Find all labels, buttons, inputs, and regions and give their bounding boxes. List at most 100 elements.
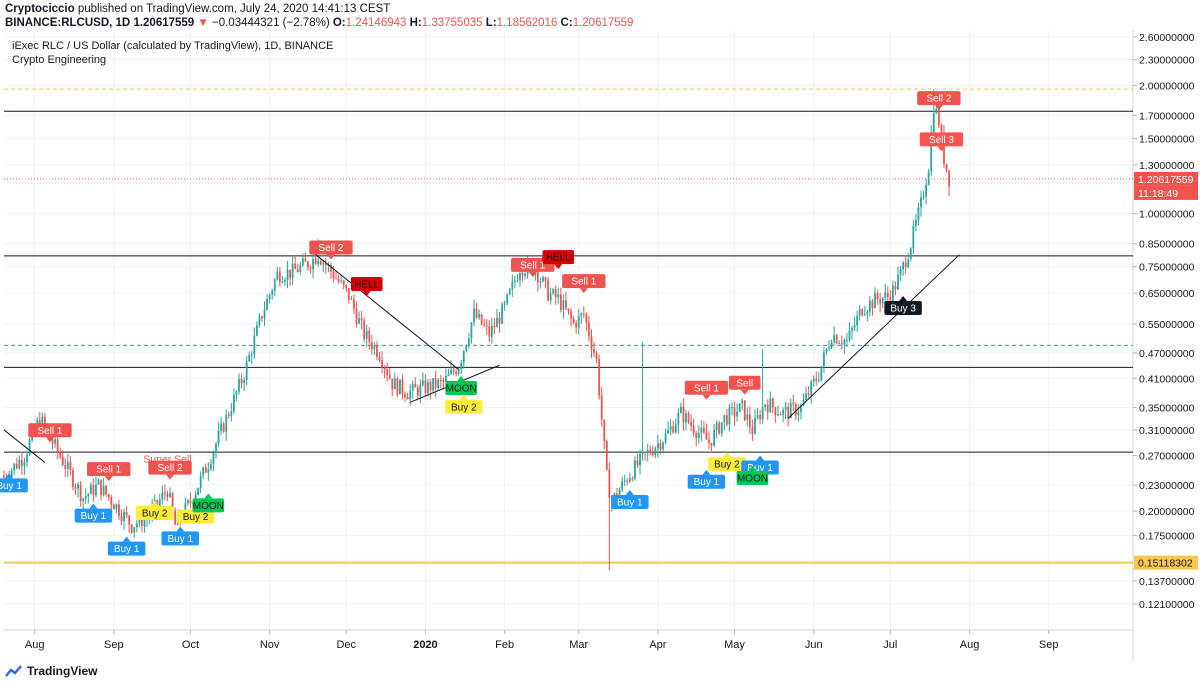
candle bbox=[105, 485, 108, 497]
candle-body bbox=[419, 384, 422, 396]
candle-body bbox=[646, 450, 649, 453]
signal-label-buy[interactable]: Buy 1 bbox=[687, 469, 726, 489]
signal-label-moon[interactable]: MOON bbox=[445, 376, 478, 396]
candle bbox=[383, 365, 386, 379]
candle bbox=[161, 485, 164, 505]
candle-body bbox=[562, 300, 565, 310]
candle bbox=[411, 380, 414, 399]
signal-box bbox=[684, 380, 729, 395]
candle bbox=[521, 271, 524, 282]
signal-label-sell[interactable]: Sell 1 bbox=[684, 380, 729, 400]
signal-label-sell[interactable]: Sell bbox=[728, 375, 761, 395]
candle-body bbox=[217, 430, 220, 444]
candle-body bbox=[846, 340, 848, 342]
candle bbox=[513, 276, 516, 289]
signal-label-buy[interactable]: Buy 1 bbox=[161, 526, 199, 546]
candle-body bbox=[161, 492, 164, 500]
candle-body bbox=[222, 423, 225, 432]
signal-label-moon[interactable]: MOON bbox=[192, 493, 225, 513]
candle bbox=[488, 320, 491, 343]
signal-label-moon[interactable]: MOON bbox=[736, 466, 769, 486]
signal-text: HELL bbox=[546, 253, 571, 264]
candle-body bbox=[84, 496, 87, 499]
candle-body bbox=[524, 273, 526, 276]
candle-body bbox=[759, 414, 761, 420]
candle bbox=[345, 284, 348, 292]
candle bbox=[340, 274, 343, 284]
candle bbox=[549, 287, 552, 305]
candle-body bbox=[856, 315, 859, 326]
candle-body bbox=[687, 413, 690, 423]
signal-label-buy[interactable]: Buy 1 bbox=[0, 473, 28, 493]
signal-text: Buy 1 bbox=[0, 481, 22, 492]
signal-label-sell[interactable]: Sell 1 bbox=[87, 462, 131, 482]
price-tick-label: 0.31000000 bbox=[1139, 425, 1195, 437]
signal-text: Buy 1 bbox=[81, 511, 107, 522]
signal-label-buy3[interactable]: Buy 3 bbox=[884, 296, 922, 316]
author-name[interactable]: Cryptociccio bbox=[5, 3, 75, 15]
signal-label-sell[interactable]: Sell 2 bbox=[917, 91, 961, 111]
candle bbox=[764, 403, 767, 411]
signal-label-sell[interactable]: Sell 1 bbox=[562, 274, 606, 294]
signal-label-buy[interactable]: Buy 1 bbox=[74, 503, 113, 523]
candle bbox=[268, 293, 271, 304]
candle bbox=[687, 411, 690, 425]
candle-body bbox=[725, 415, 728, 425]
price-tick-label: 1.70000000 bbox=[1139, 110, 1195, 122]
candle bbox=[123, 508, 125, 530]
candle bbox=[493, 317, 496, 335]
price-chart[interactable]: iExec RLC / US Dollar (calculated by Tra… bbox=[0, 30, 1200, 660]
signal-label-buy2[interactable]: Buy 2 bbox=[708, 452, 746, 472]
signal-label-sell[interactable]: Sell 2 bbox=[309, 240, 353, 260]
signal-label-buy2[interactable]: Buy 2 bbox=[135, 501, 174, 521]
tradingview-logo[interactable]: TradingView bbox=[5, 664, 97, 678]
signal-label-buy[interactable]: Buy 1 bbox=[107, 536, 146, 556]
candle-body bbox=[557, 294, 560, 298]
candle-body bbox=[447, 373, 450, 376]
candle bbox=[227, 411, 230, 419]
signal-label-buy2[interactable]: Buy 2 bbox=[445, 394, 483, 414]
signal-label-hell[interactable]: HELL bbox=[350, 277, 383, 297]
price-tick-label: 1.50000000 bbox=[1139, 134, 1195, 146]
signal-box bbox=[687, 474, 726, 489]
signal-label-sell[interactable]: Sell 1 bbox=[28, 423, 72, 443]
signal-text: Sell bbox=[736, 378, 753, 389]
candle-body bbox=[41, 416, 44, 426]
candle-body bbox=[800, 405, 802, 413]
candle-body bbox=[761, 407, 764, 420]
candle bbox=[470, 321, 473, 344]
signal-box bbox=[148, 460, 192, 475]
candle-body bbox=[427, 381, 429, 394]
price-tick-label: 0.17500000 bbox=[1139, 531, 1195, 543]
signal-label-buy[interactable]: Buy 1 bbox=[611, 489, 649, 509]
signal-label-sell[interactable]: Sell 2 bbox=[148, 460, 192, 480]
candle-body bbox=[700, 427, 703, 433]
candle bbox=[503, 300, 506, 311]
candle bbox=[485, 318, 488, 335]
candle-body bbox=[74, 487, 77, 489]
candle-body bbox=[927, 171, 930, 185]
candle bbox=[672, 420, 675, 434]
candle-body bbox=[370, 342, 373, 350]
candle-body bbox=[631, 478, 634, 480]
candle-body bbox=[825, 348, 828, 353]
candle bbox=[846, 333, 848, 347]
candle bbox=[28, 437, 31, 457]
candle bbox=[442, 377, 445, 390]
candle-body bbox=[26, 454, 28, 462]
candle bbox=[386, 362, 389, 382]
signal-text: Sell 1 bbox=[571, 277, 596, 288]
candle-body bbox=[166, 493, 169, 497]
close-label: C: bbox=[560, 17, 573, 29]
candle bbox=[654, 446, 657, 459]
signal-label-sell3[interactable]: Sell 3 bbox=[919, 132, 964, 152]
time-tick-label: Aug bbox=[960, 639, 980, 651]
candle bbox=[258, 313, 261, 328]
signal-label-hell[interactable]: HELL bbox=[542, 250, 575, 270]
candle bbox=[322, 259, 325, 273]
candle-body bbox=[769, 398, 772, 413]
candle bbox=[848, 321, 851, 343]
price-tick-label: 2.00000000 bbox=[1139, 80, 1195, 92]
candle bbox=[927, 168, 930, 186]
candle bbox=[766, 399, 769, 420]
